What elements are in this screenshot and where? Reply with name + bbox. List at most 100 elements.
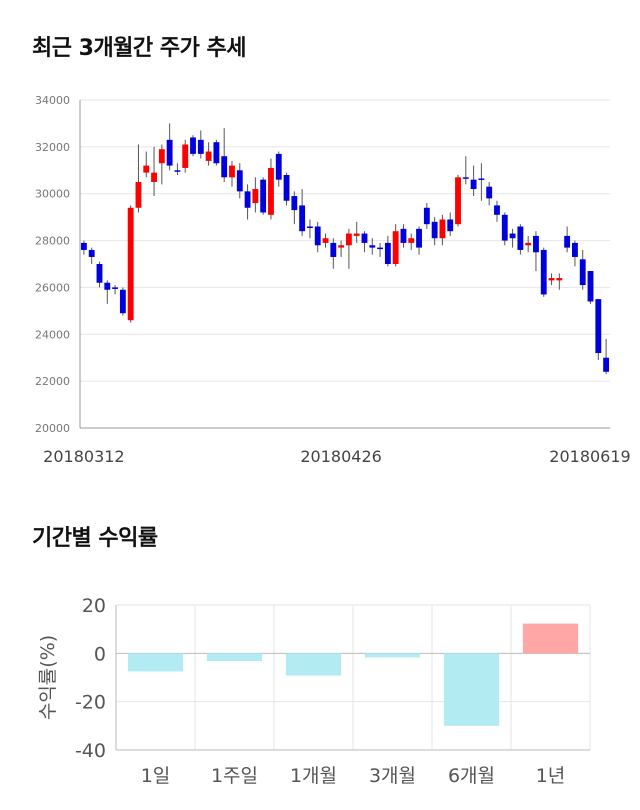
candle (595, 299, 602, 361)
candle-body (486, 186, 493, 199)
candle-body (283, 174, 290, 201)
candle (268, 158, 274, 220)
candle-body (384, 242, 391, 264)
y-tick-label: 24000 (35, 328, 70, 341)
candle (307, 219, 313, 239)
candle (587, 271, 594, 304)
returns-chart-axes: 20 0 -20 -40 수익률(%) 1일 1주일 1개월 3개월 6개월 1년 (37, 595, 590, 787)
candle-body (494, 205, 500, 215)
candle-body (330, 242, 337, 257)
candle (104, 280, 111, 304)
price-chart-x-axis: 20180312 20180426 20180619 (43, 427, 631, 466)
y-tick-label: 28000 (35, 235, 70, 248)
candle-body (244, 191, 251, 208)
candle-body (174, 170, 181, 172)
candle (275, 151, 282, 187)
candle-body (416, 228, 422, 248)
candle-body (338, 245, 345, 248)
candle (283, 172, 290, 206)
candle (540, 247, 547, 297)
candle (423, 203, 430, 229)
candle (556, 273, 563, 290)
returns-bar-chart: 20 0 -20 -40 수익률(%) 1일 1주일 1개월 3개월 6개월 1년 (37, 595, 591, 787)
candle-body (478, 178, 485, 180)
candle-body (197, 139, 204, 154)
candle (369, 238, 376, 255)
returns-title: 기간별 수익률 (32, 526, 158, 551)
candle-body (291, 196, 298, 211)
y-tick-label: 20000 (35, 422, 70, 435)
candle (533, 231, 539, 272)
candle-body (501, 214, 508, 241)
candle (517, 224, 524, 255)
candle-body (400, 228, 407, 243)
candle-body (236, 170, 243, 192)
candle-body (96, 264, 103, 283)
x-tick-label: 1개월 (290, 765, 337, 787)
candle-body (166, 139, 173, 166)
candle-body (587, 271, 594, 302)
candle (182, 139, 189, 173)
candle (548, 273, 555, 286)
candle-body (353, 233, 360, 236)
price-chart-y-axis: 20000 22000 24000 26000 28000 30000 32000 34000 (35, 94, 81, 435)
candle (462, 156, 469, 185)
candle (338, 240, 345, 257)
candle-body (423, 207, 430, 225)
candle (408, 233, 415, 250)
candle-body (182, 144, 189, 168)
return-bar (522, 623, 579, 654)
candle-body (572, 242, 578, 257)
candle-body (221, 156, 228, 178)
candle (564, 226, 571, 253)
y-tick-label: 20 (82, 595, 106, 617)
candle (213, 139, 220, 166)
candle-body (205, 151, 212, 161)
candle-body (112, 287, 118, 289)
candle-body (603, 357, 610, 372)
candle-body (322, 238, 329, 243)
candle-body (213, 142, 220, 164)
candle (603, 338, 610, 375)
y-tick-label: 26000 (35, 281, 70, 294)
candle-body (361, 233, 368, 243)
returns-chart-grid (115, 604, 591, 751)
candle (353, 221, 360, 243)
candle (174, 163, 181, 175)
candle (80, 240, 87, 255)
candle (431, 217, 438, 246)
candle-body (135, 182, 142, 208)
candle-body (299, 205, 306, 232)
candle-body (151, 172, 157, 182)
candle-body (564, 235, 571, 248)
candle-body (408, 238, 415, 243)
candle (252, 177, 259, 213)
candle-body (548, 278, 555, 281)
candle-body (455, 177, 461, 225)
candle (486, 182, 493, 206)
candle (166, 123, 173, 171)
candle (384, 235, 391, 267)
candle-body (158, 149, 165, 164)
candle (190, 135, 196, 157)
candle (135, 144, 142, 213)
x-tick-label: 1일 (141, 765, 171, 787)
candle-body (369, 245, 376, 248)
candle-body (509, 233, 516, 239)
candle-body (260, 179, 267, 213)
x-tick-label: 6개월 (448, 765, 495, 787)
y-tick-label: 30000 (35, 188, 70, 201)
candle (244, 184, 251, 220)
candle (494, 200, 500, 222)
candle (119, 287, 126, 316)
candle (579, 249, 586, 290)
candle (299, 189, 306, 236)
candle (501, 212, 508, 246)
price-chart-candles (80, 123, 610, 375)
candle (322, 233, 329, 248)
x-tick-label: 20180426 (300, 447, 381, 466)
candle (377, 242, 383, 257)
candle (143, 151, 150, 178)
candle-body (345, 233, 352, 246)
candle (345, 228, 352, 269)
